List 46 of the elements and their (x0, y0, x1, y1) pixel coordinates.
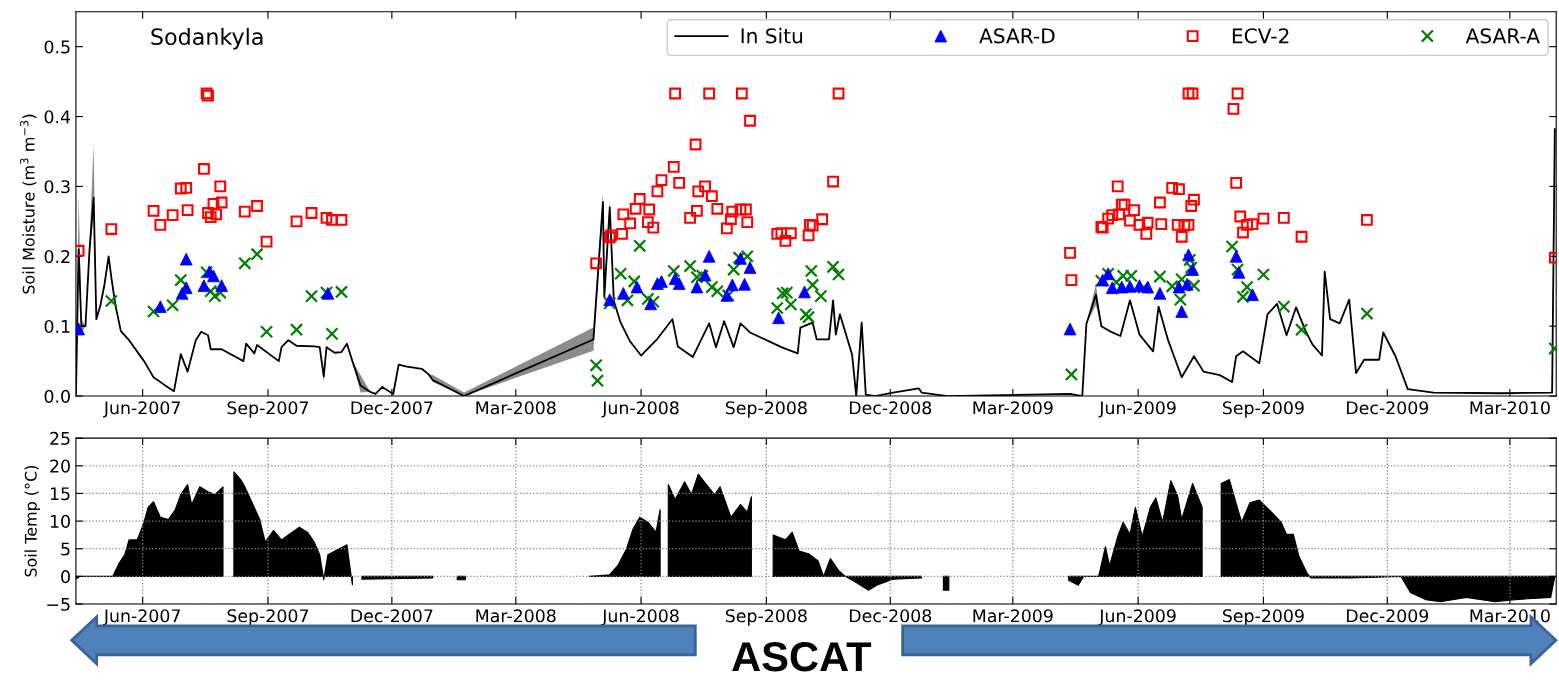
x-tick-label: Dec-2007 (351, 401, 433, 415)
x-tick-label: Dec-2008 (849, 609, 932, 623)
x-tick-label: Sep-2009 (1222, 401, 1304, 418)
x-tick-label: Sep-2008 (725, 401, 807, 418)
x-tick-label: Sep-2008 (725, 609, 807, 626)
x-tick-label: Sep-2007 (227, 401, 309, 418)
x-tick-label: Jun-2009 (1098, 401, 1176, 418)
y-tick-label: 15 (50, 487, 70, 501)
x-tick-label: Mar-2008 (476, 401, 556, 415)
y-axis-title: Soil Temp (°C) (24, 465, 40, 577)
x-tick-label: Jun-2009 (1098, 609, 1176, 626)
legend-label: ASAR-D (979, 28, 1055, 44)
x-tick-label: Jun-2007 (102, 609, 180, 626)
y-tick-label: −5 (47, 597, 70, 611)
point (603, 293, 617, 306)
y-tick-label: 20 (50, 459, 70, 473)
x-tick-label: Dec-2007 (351, 609, 433, 623)
x-tick-label: Mar-2009 (973, 401, 1053, 415)
x-tick-label: Mar-2008 (476, 609, 556, 623)
y-tick-label: 0.4 (44, 110, 71, 124)
x-tick-label: Jun-2008 (601, 401, 679, 418)
x-tick-label: Sep-2007 (227, 609, 309, 626)
x-tick-label: Sep-2009 (1222, 609, 1304, 626)
x-tick-label: Dec-2008 (849, 401, 932, 415)
x-tick-label: Dec-2009 (1347, 401, 1429, 415)
text: ASCAT (732, 642, 872, 672)
x-tick-label: Jun-2007 (102, 401, 180, 418)
y-axis-title: Soil Moisture (m$^{3}$ m$^{−3}$) (20, 114, 37, 294)
text: Sodankyla (151, 27, 263, 50)
x-tick-label: Jun-2008 (601, 609, 679, 626)
x-tick-label: Mar-2009 (973, 609, 1053, 623)
y-tick-label: 0 (61, 570, 70, 584)
legend-label: ECV-2 (1232, 28, 1289, 44)
y-tick-label: 0.2 (44, 250, 70, 264)
y-tick-label: 5 (61, 542, 70, 556)
x-tick-label: Dec-2009 (1347, 609, 1429, 623)
y-tick-label: 0.0 (44, 389, 70, 403)
y-tick-label: 0.3 (44, 180, 70, 194)
legend-label: In Situ (741, 27, 802, 44)
x-tick-label: Mar-2010 (1470, 609, 1550, 623)
y-tick-label: 25 (50, 431, 70, 445)
y-tick-label: 0.1 (44, 319, 70, 334)
x-tick-label: Mar-2010 (1470, 401, 1550, 415)
y-tick-label: 10 (50, 514, 70, 528)
legend-label: ASAR-A (1465, 28, 1540, 44)
y-tick-label: 0.5 (44, 40, 70, 54)
